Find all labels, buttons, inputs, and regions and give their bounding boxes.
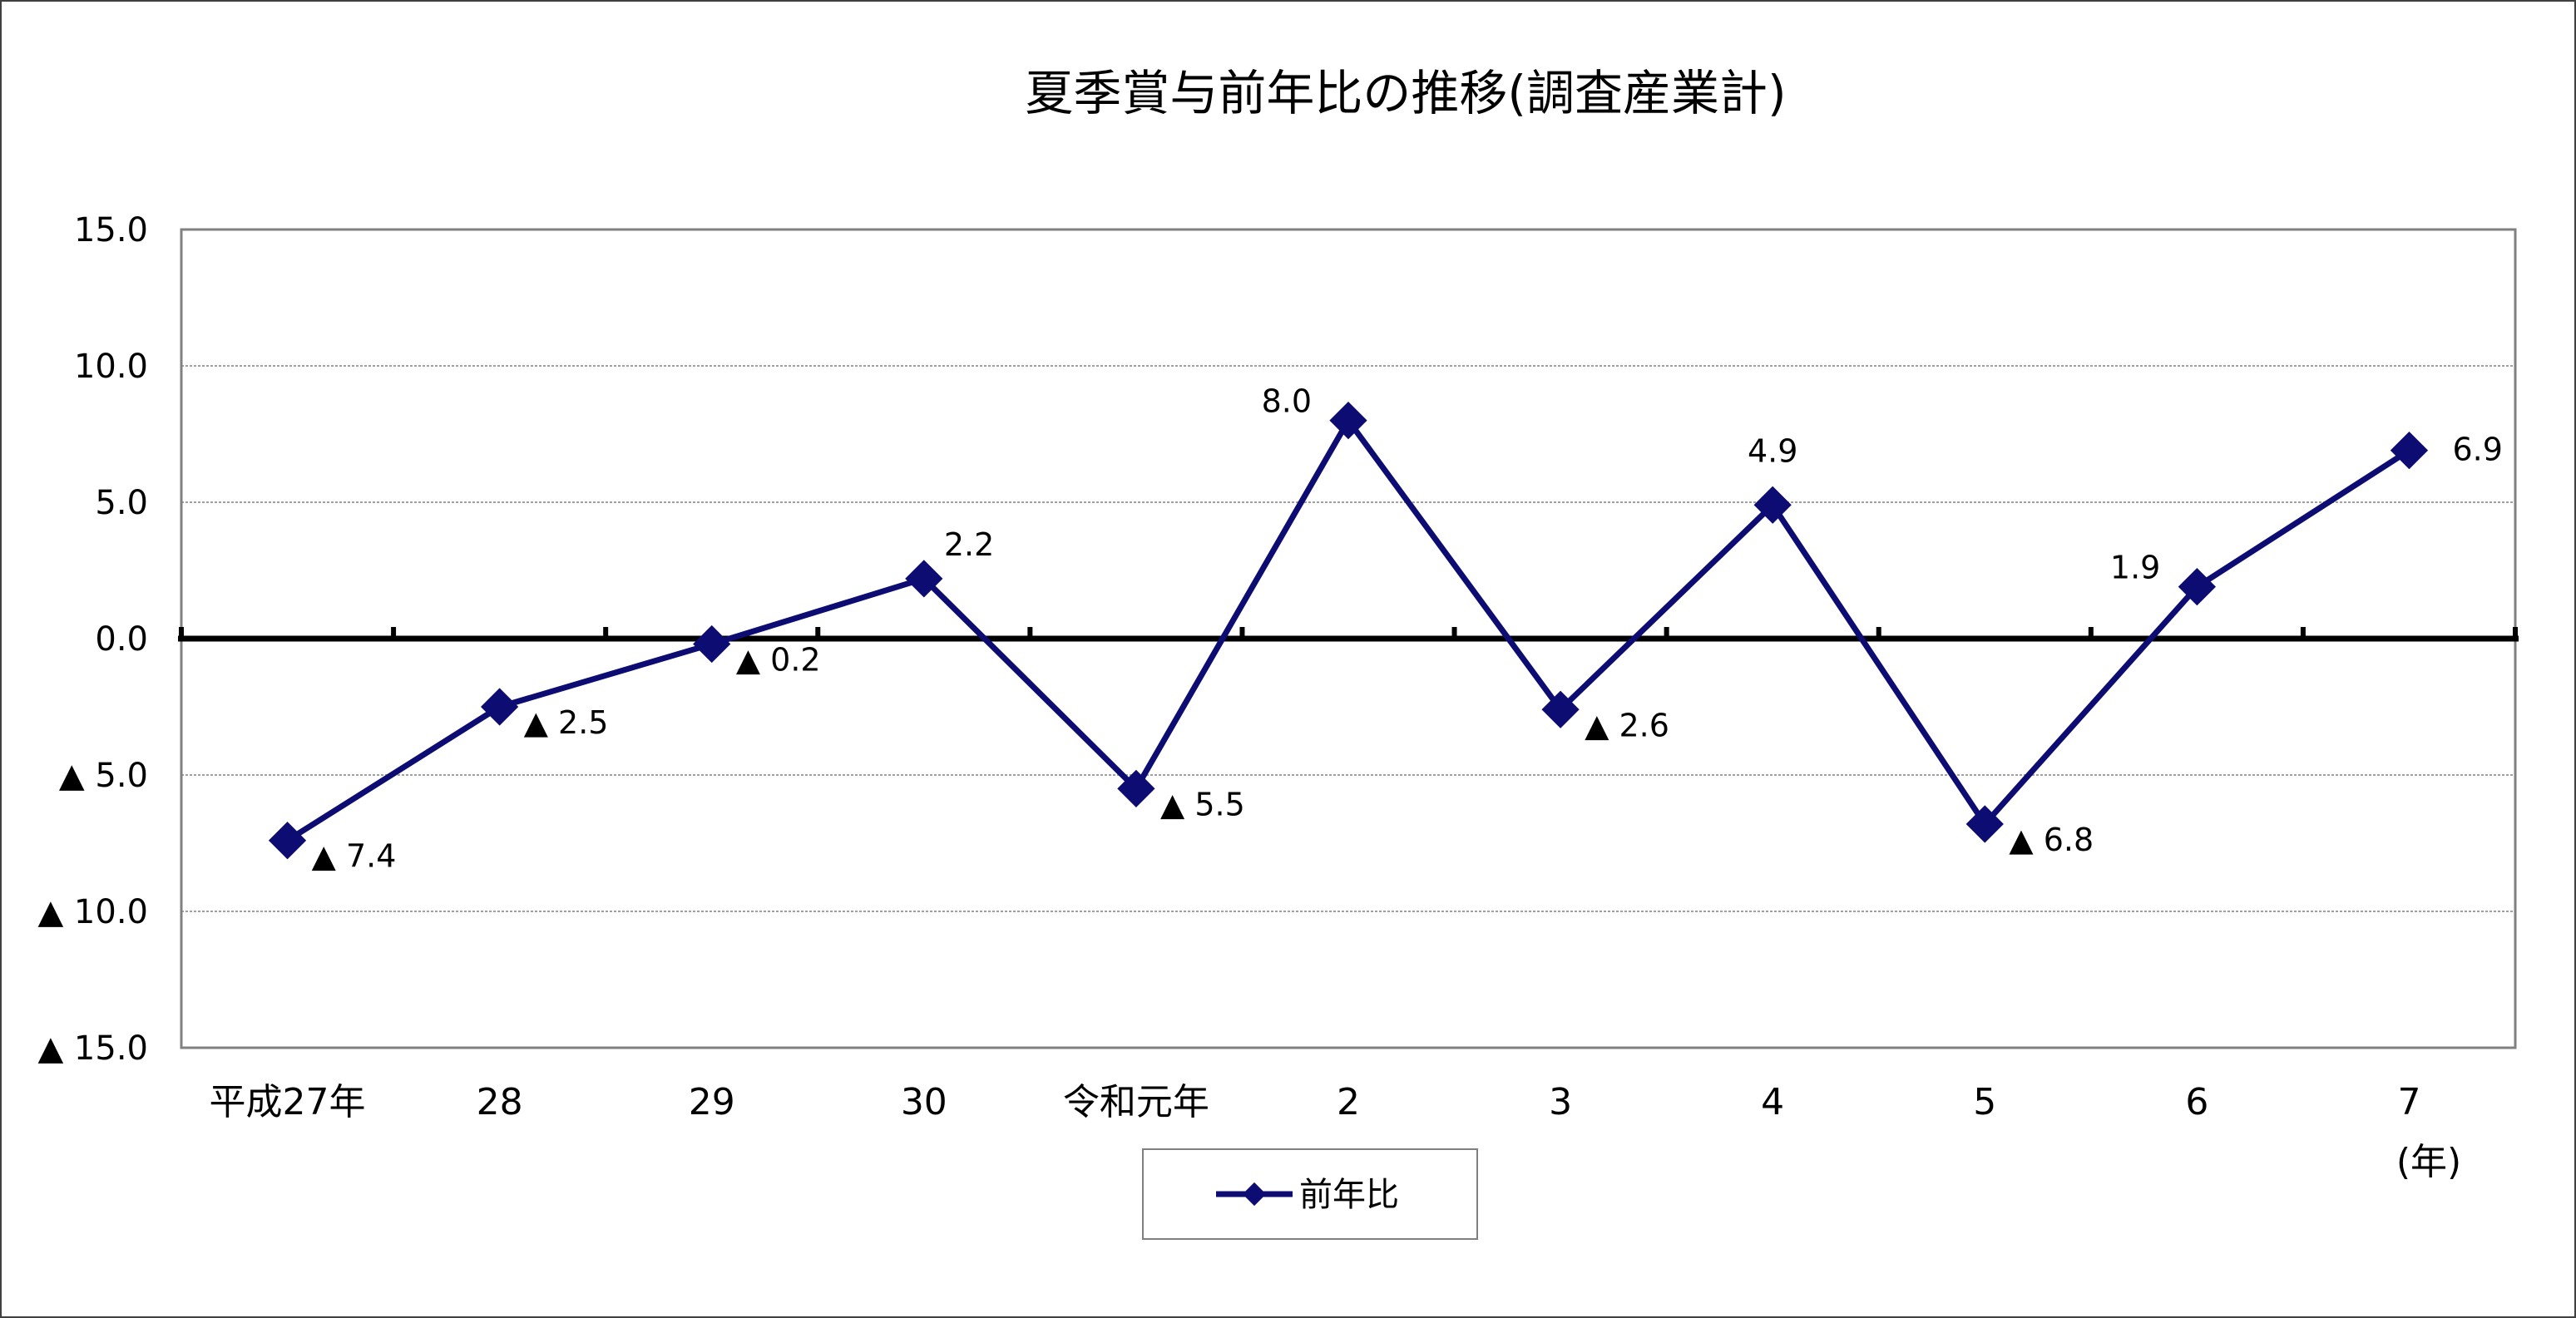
data-point-marker <box>2390 432 2429 470</box>
legend: 前年比 <box>1142 1148 1478 1240</box>
data-label: ▲ 7.4 <box>312 838 397 875</box>
data-point-marker <box>1965 805 2004 843</box>
data-label: 8.0 <box>1262 383 1312 420</box>
axis-layer: 15.0 10.0 5.0 0.0 ▲ 5.0 ▲ 10.0 ▲ 15.0 平成27年 28 29… <box>37 211 2519 1123</box>
data-label: 2.2 <box>944 526 994 563</box>
y-tick-label: 10.0 <box>74 348 148 386</box>
grid-layer <box>181 365 2515 912</box>
x-tick-label: 5 <box>1973 1081 1996 1123</box>
data-point-marker <box>693 624 731 664</box>
x-tick-label: 7 <box>2397 1081 2420 1123</box>
chart-title: 夏季賞与前年比の推移(調査産業計) <box>1025 65 1786 121</box>
x-tick-label: 28 <box>477 1081 523 1123</box>
data-label: ▲ 2.6 <box>1585 707 1669 743</box>
data-point-marker <box>905 560 943 598</box>
x-tick-label: 2 <box>1337 1081 1360 1123</box>
x-tick-label: 4 <box>1761 1081 1784 1123</box>
y-tick-label: 5.0 <box>95 484 148 522</box>
data-label: ▲ 6.8 <box>2009 822 2094 858</box>
x-tick-label: 29 <box>689 1081 735 1123</box>
data-point-marker <box>2178 568 2216 606</box>
y-tick-label: ▲ 10.0 <box>37 893 148 931</box>
y-tick-label: ▲ 5.0 <box>59 757 148 795</box>
data-point-marker <box>1541 690 1580 728</box>
data-point-marker <box>481 688 519 726</box>
x-tick-label: 令和元年 <box>1063 1081 1209 1123</box>
x-tick-label: 30 <box>901 1081 947 1123</box>
data-label: 4.9 <box>1748 432 1797 469</box>
data-label: ▲ 0.2 <box>736 642 821 679</box>
y-tick-label: ▲ 15.0 <box>37 1029 148 1068</box>
y-tick-label: 0.0 <box>95 620 148 659</box>
x-axis-unit-label: (年) <box>2396 1141 2461 1183</box>
legend-box <box>1142 1148 1478 1240</box>
y-tick-label: 15.0 <box>74 211 148 249</box>
x-tick-label: 3 <box>1549 1081 1572 1123</box>
x-tick-label: 6 <box>2185 1081 2208 1123</box>
x-tick-label: 平成27年 <box>210 1081 366 1123</box>
data-point-marker <box>1753 486 1792 524</box>
data-point-marker <box>1117 769 1155 808</box>
legend-entry-label: 前年比 <box>1299 1176 1399 1214</box>
label-layer: ▲ 7.4 ▲ 2.5 ▲ 0.2 2.2 ▲ 5.5 8.0 ▲ 2.6 4.9 ▲ 6.8 1… <box>312 383 2503 875</box>
data-label: ▲ 5.5 <box>1160 786 1245 822</box>
data-label: 6.9 <box>2452 432 2502 468</box>
data-label: ▲ 2.5 <box>524 704 609 741</box>
legend-marker-diamond <box>1242 1182 1267 1207</box>
data-label: 1.9 <box>2110 550 2160 586</box>
